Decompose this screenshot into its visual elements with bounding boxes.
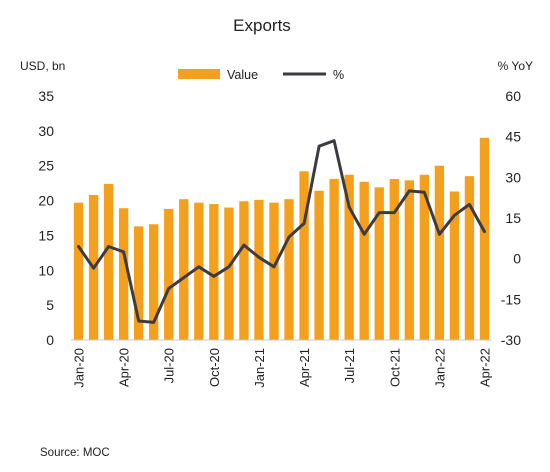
value-bar <box>194 202 204 340</box>
left-tick-label: 0 <box>46 332 54 348</box>
x-tick-label: Apr-21 <box>297 348 312 387</box>
right-tick-label: 45 <box>505 129 521 145</box>
left-tick-label: 20 <box>38 193 54 209</box>
right-tick-label: -15 <box>501 291 521 307</box>
x-tick-label: Jan-22 <box>432 348 447 388</box>
left-axis-ticks: 0 5 10 15 20 25 30 35 <box>38 88 54 348</box>
legend: Value % <box>178 68 344 82</box>
left-tick-label: 25 <box>38 158 54 174</box>
yoy-line <box>77 139 486 324</box>
x-tick-label: Jan-20 <box>72 348 87 388</box>
value-bar <box>299 171 309 340</box>
value-bar <box>133 226 144 340</box>
x-tick-label: Apr-22 <box>477 348 492 387</box>
value-bar <box>359 181 369 340</box>
value-bar <box>479 137 490 340</box>
value-bar <box>314 190 324 340</box>
right-axis-ticks: -30 -15 0 15 30 45 60 <box>501 88 521 348</box>
x-tick-label: Oct-21 <box>387 348 402 387</box>
legend-label-value: Value <box>227 68 258 82</box>
value-bars <box>73 137 490 340</box>
value-bar <box>284 199 294 340</box>
left-tick-label: 35 <box>38 88 54 104</box>
legend-label-yoy: % <box>333 68 344 82</box>
left-tick-label: 30 <box>38 123 54 139</box>
left-tick-label: 15 <box>38 227 54 243</box>
left-axis-label: USD, bn <box>20 59 65 73</box>
right-tick-label: -30 <box>501 332 521 348</box>
left-tick-label: 5 <box>46 297 54 313</box>
value-bar <box>464 176 475 340</box>
value-bar <box>329 178 339 340</box>
value-bar <box>344 174 354 340</box>
value-bar <box>419 174 430 340</box>
value-bar <box>224 207 234 340</box>
value-bar <box>434 165 445 340</box>
chart-title: Exports <box>233 16 291 35</box>
right-tick-label: 30 <box>505 169 521 185</box>
x-axis-ticks: Jan-20 Apr-20 Jul-20 Oct-20 Jan-21 Apr-21 Jul-… <box>72 348 493 388</box>
value-bar <box>179 199 189 340</box>
x-tick-label: Apr-20 <box>117 348 132 387</box>
value-bar <box>164 208 174 340</box>
right-tick-label: 15 <box>505 210 521 226</box>
value-bar <box>103 183 114 340</box>
right-axis-label: % YoY <box>498 59 533 73</box>
value-bar <box>149 224 159 340</box>
value-bar <box>374 187 384 340</box>
value-bar <box>449 191 460 340</box>
x-tick-label: Jul-21 <box>342 348 357 383</box>
x-tick-label: Jan-21 <box>252 348 267 388</box>
legend-swatch-value <box>178 69 220 79</box>
value-bar <box>389 178 399 340</box>
value-bar <box>239 201 249 340</box>
right-tick-label: 60 <box>505 88 521 104</box>
left-tick-label: 10 <box>38 262 54 278</box>
value-bar <box>269 202 279 340</box>
x-tick-label: Jul-20 <box>162 348 177 383</box>
value-bar <box>404 180 414 340</box>
value-bar <box>118 208 129 340</box>
value-bar <box>254 199 264 340</box>
source-note: Source: MOC <box>40 447 110 459</box>
right-tick-label: 0 <box>513 251 521 267</box>
value-bar <box>209 204 219 340</box>
x-tick-label: Oct-20 <box>207 348 222 387</box>
value-bar <box>73 202 84 340</box>
